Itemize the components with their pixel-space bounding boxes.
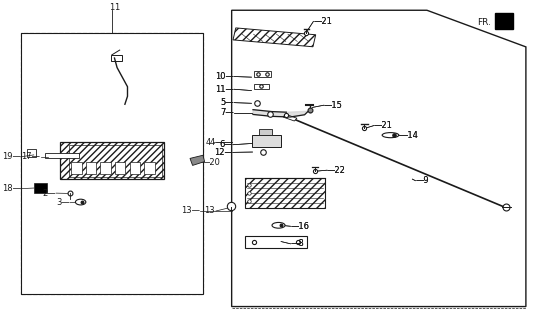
- Bar: [34, 183, 47, 194]
- Text: 6—: 6—: [220, 140, 233, 149]
- Bar: [233, 28, 316, 47]
- Text: —22: —22: [327, 166, 346, 175]
- Text: 13—: 13—: [182, 206, 200, 215]
- Text: 6—: 6—: [220, 140, 233, 149]
- Bar: [115, 162, 126, 174]
- Bar: [69, 145, 162, 177]
- Bar: [21, 33, 203, 294]
- Text: —14: —14: [400, 131, 419, 140]
- Text: 17—: 17—: [21, 152, 40, 161]
- Text: 11—: 11—: [215, 85, 234, 94]
- Text: —8: —8: [291, 239, 304, 248]
- Text: —15: —15: [324, 101, 343, 110]
- Text: —21: —21: [314, 17, 332, 26]
- Bar: [21, 33, 203, 294]
- Text: 10—: 10—: [215, 72, 234, 81]
- Text: 2—: 2—: [42, 188, 56, 198]
- Text: —9: —9: [416, 176, 429, 185]
- Bar: [283, 114, 297, 121]
- Text: 7—: 7—: [221, 108, 234, 117]
- Bar: [111, 55, 122, 60]
- Text: —20: —20: [202, 158, 221, 167]
- Text: 10—: 10—: [215, 72, 234, 81]
- Text: —9: —9: [416, 176, 429, 185]
- Bar: [144, 162, 155, 174]
- Text: 3—: 3—: [56, 198, 70, 207]
- Text: 19—: 19—: [2, 152, 21, 161]
- Bar: [27, 149, 37, 157]
- Text: 1: 1: [109, 3, 114, 12]
- Text: —16: —16: [291, 222, 309, 231]
- Text: —14: —14: [400, 131, 419, 140]
- Bar: [252, 135, 281, 147]
- Bar: [100, 162, 111, 174]
- Ellipse shape: [75, 199, 86, 205]
- Text: —8: —8: [291, 239, 304, 248]
- Bar: [129, 162, 140, 174]
- Text: —22: —22: [327, 166, 346, 175]
- Bar: [86, 162, 96, 174]
- Text: —21: —21: [374, 121, 393, 130]
- Text: 5—: 5—: [221, 98, 234, 107]
- Text: 1: 1: [114, 3, 120, 12]
- Text: 13: 13: [204, 206, 214, 215]
- Polygon shape: [495, 13, 513, 29]
- Ellipse shape: [272, 222, 285, 228]
- Text: FR.: FR.: [477, 18, 491, 27]
- Bar: [259, 129, 272, 135]
- Bar: [254, 84, 268, 89]
- Bar: [45, 153, 79, 158]
- Text: 12—: 12—: [214, 148, 233, 157]
- Text: —15: —15: [324, 101, 343, 110]
- Text: 11—: 11—: [215, 85, 234, 94]
- Text: 18—: 18—: [2, 184, 21, 193]
- Ellipse shape: [382, 132, 399, 138]
- Text: 4: 4: [209, 138, 214, 147]
- Bar: [71, 162, 82, 174]
- Text: —21: —21: [314, 17, 332, 26]
- Text: —21: —21: [374, 121, 393, 130]
- Bar: [245, 236, 307, 248]
- Text: 7—: 7—: [221, 108, 234, 117]
- Polygon shape: [253, 110, 308, 117]
- Bar: [254, 71, 271, 76]
- Polygon shape: [190, 155, 205, 165]
- Text: 12—: 12—: [214, 148, 233, 157]
- Bar: [60, 142, 164, 179]
- Text: 4: 4: [206, 138, 211, 147]
- Bar: [245, 178, 325, 208]
- Text: —16: —16: [291, 222, 309, 231]
- Text: 5—: 5—: [221, 98, 234, 107]
